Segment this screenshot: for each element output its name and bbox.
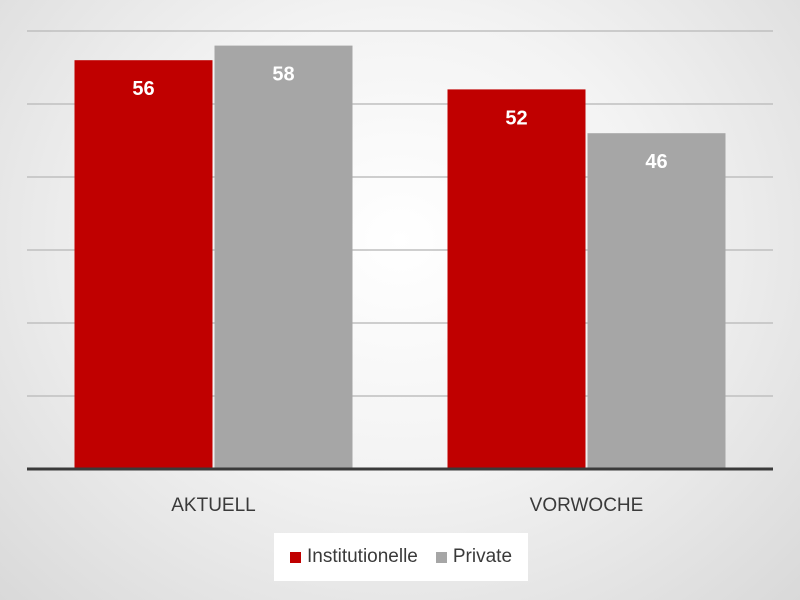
legend-swatch-institutionelle <box>289 551 301 563</box>
legend-swatch-private <box>435 551 447 563</box>
bar-private-aktuell <box>214 45 353 469</box>
legend-label-institutionelle: Institutionelle <box>306 546 418 567</box>
bar-private-vorwoche <box>587 133 726 469</box>
data-label: 56 <box>132 78 154 100</box>
bar-institutionelle-vorwoche <box>447 89 586 470</box>
legend-item-institutionelle: Institutionelle <box>289 546 418 568</box>
data-label: 52 <box>505 107 527 129</box>
legend: Institutionelle Private <box>274 533 528 581</box>
category-label: AKTUELL <box>171 495 255 516</box>
data-label: 46 <box>645 151 667 173</box>
bar-institutionelle-aktuell <box>74 60 213 469</box>
data-label: 58 <box>272 64 294 86</box>
category-label: VORWOCHE <box>530 495 644 516</box>
legend-label-private: Private <box>452 546 513 567</box>
legend-item-private: Private <box>435 546 513 568</box>
